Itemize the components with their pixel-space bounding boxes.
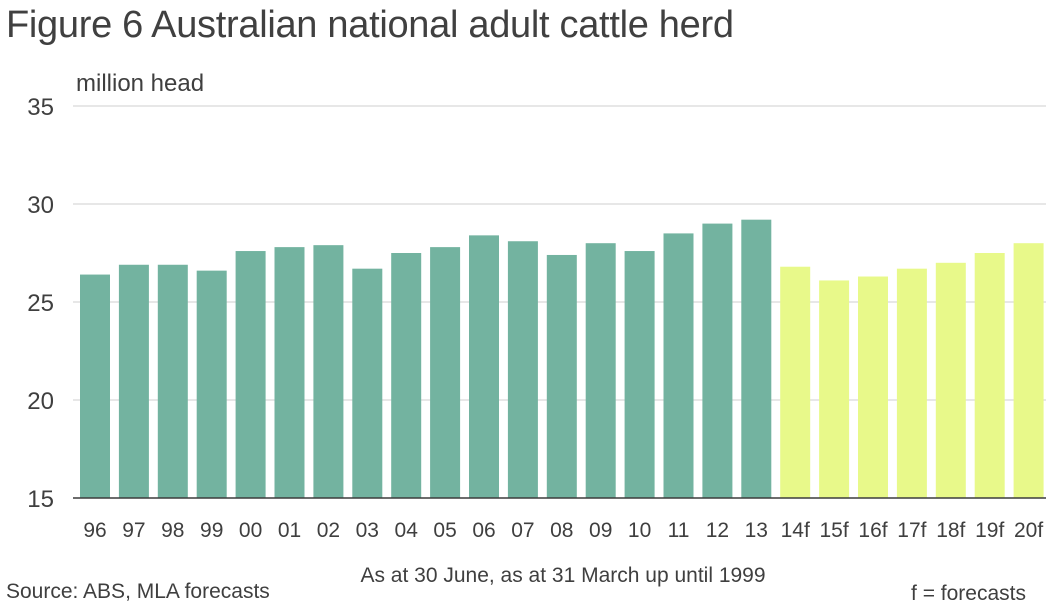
x-tick-label: 18f xyxy=(936,519,965,542)
bar-16f xyxy=(858,276,888,498)
y-tick-labels: 15 20 25 30 35 xyxy=(27,94,54,513)
x-tick-label: 20f xyxy=(1014,519,1043,542)
bar-18f xyxy=(935,262,966,498)
bar-99 xyxy=(196,270,227,498)
x-tick-labels: 96 97 98 99 00 01 02 03 04 05 06 07 08 09 10 11 12 13 14f 1… xyxy=(83,519,1043,542)
x-tick-label: 08 xyxy=(550,519,573,542)
x-tick-label: 14f xyxy=(781,519,810,542)
bar-20f xyxy=(1013,243,1044,498)
bar-14f xyxy=(780,266,811,498)
x-tick-label: 97 xyxy=(122,519,145,542)
bar-03 xyxy=(352,268,383,498)
forecast-note: f = forecasts xyxy=(911,582,1026,605)
y-tick-label: 15 xyxy=(27,486,54,513)
x-tick-label: 17f xyxy=(897,519,926,542)
x-tick-label: 04 xyxy=(395,519,419,542)
bar-00 xyxy=(235,251,266,498)
x-tick-label: 13 xyxy=(745,519,768,542)
bar-04 xyxy=(391,253,422,498)
bar-10 xyxy=(624,251,655,498)
bar-02 xyxy=(313,245,344,498)
y-tick-label: 20 xyxy=(27,388,54,415)
x-tick-label: 03 xyxy=(356,519,379,542)
x-tick-label: 99 xyxy=(200,519,223,542)
bar-17f xyxy=(896,268,927,498)
x-tick-label: 12 xyxy=(706,519,729,542)
bars xyxy=(80,219,1044,499)
bar-98 xyxy=(157,264,188,498)
bar-01 xyxy=(274,247,305,498)
bar-13 xyxy=(741,219,772,498)
x-tick-label: 10 xyxy=(628,519,651,542)
y-tick-label: 25 xyxy=(27,290,54,317)
bar-07 xyxy=(507,241,538,499)
y-tick-label: 30 xyxy=(27,192,54,219)
x-tick-label: 19f xyxy=(975,519,1004,542)
bar-08 xyxy=(546,254,577,498)
x-tick-label: 98 xyxy=(161,519,184,542)
x-tick-label: 05 xyxy=(433,519,456,542)
bar-05 xyxy=(430,247,461,498)
x-axis-label: As at 30 June, as at 31 March up until 1… xyxy=(360,564,765,587)
x-tick-label: 09 xyxy=(589,519,612,542)
bar-97 xyxy=(118,264,149,498)
bar-11 xyxy=(663,233,694,498)
bar-12 xyxy=(702,223,733,498)
chart-title: Figure 6 Australian national adult cattl… xyxy=(6,4,734,46)
x-tick-label: 06 xyxy=(472,519,495,542)
bar-15f xyxy=(819,280,850,498)
bar-96 xyxy=(80,274,110,498)
source-note: Source: ABS, MLA forecasts xyxy=(6,580,270,603)
x-tick-label: 15f xyxy=(819,519,848,542)
bar-19f xyxy=(974,253,1005,498)
x-tick-label: 01 xyxy=(278,519,301,542)
bar-06 xyxy=(469,235,499,499)
bar-09 xyxy=(585,243,616,498)
x-tick-label: 00 xyxy=(239,519,262,542)
x-tick-label: 16f xyxy=(858,519,887,542)
y-axis-label: million head xyxy=(76,70,204,97)
x-tick-label: 07 xyxy=(511,519,534,542)
x-tick-label: 02 xyxy=(317,519,340,542)
x-tick-label: 96 xyxy=(83,519,106,542)
y-tick-label: 35 xyxy=(27,94,54,121)
x-tick-label: 11 xyxy=(668,519,690,542)
